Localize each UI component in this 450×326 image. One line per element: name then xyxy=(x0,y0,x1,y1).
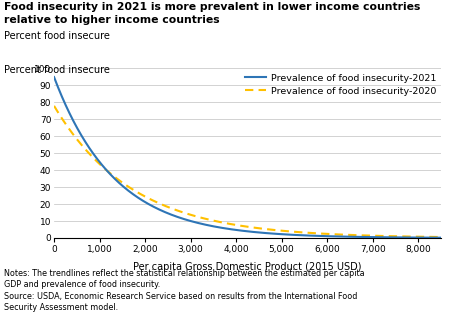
Text: GDP and prevalence of food insecurity.: GDP and prevalence of food insecurity. xyxy=(4,280,161,289)
Text: Per capita Gross Domestic Product (2015 USD): Per capita Gross Domestic Product (2015 … xyxy=(133,262,362,273)
Text: Source: USDA, Economic Research Service based on results from the International : Source: USDA, Economic Research Service … xyxy=(4,292,358,301)
Text: Food insecurity in 2021 is more prevalent in lower income countries: Food insecurity in 2021 is more prevalen… xyxy=(4,2,421,12)
Legend: Prevalence of food insecurity-2021, Prevalence of food insecurity-2020: Prevalence of food insecurity-2021, Prev… xyxy=(245,73,436,96)
Text: Percent food insecure: Percent food insecure xyxy=(4,31,110,41)
Text: Notes: The trendlines reflect the statistical relationship between the estimated: Notes: The trendlines reflect the statis… xyxy=(4,269,365,278)
Text: Percent food insecure: Percent food insecure xyxy=(4,65,110,75)
Text: Security Assessment model.: Security Assessment model. xyxy=(4,303,119,312)
Text: relative to higher income countries: relative to higher income countries xyxy=(4,15,220,25)
